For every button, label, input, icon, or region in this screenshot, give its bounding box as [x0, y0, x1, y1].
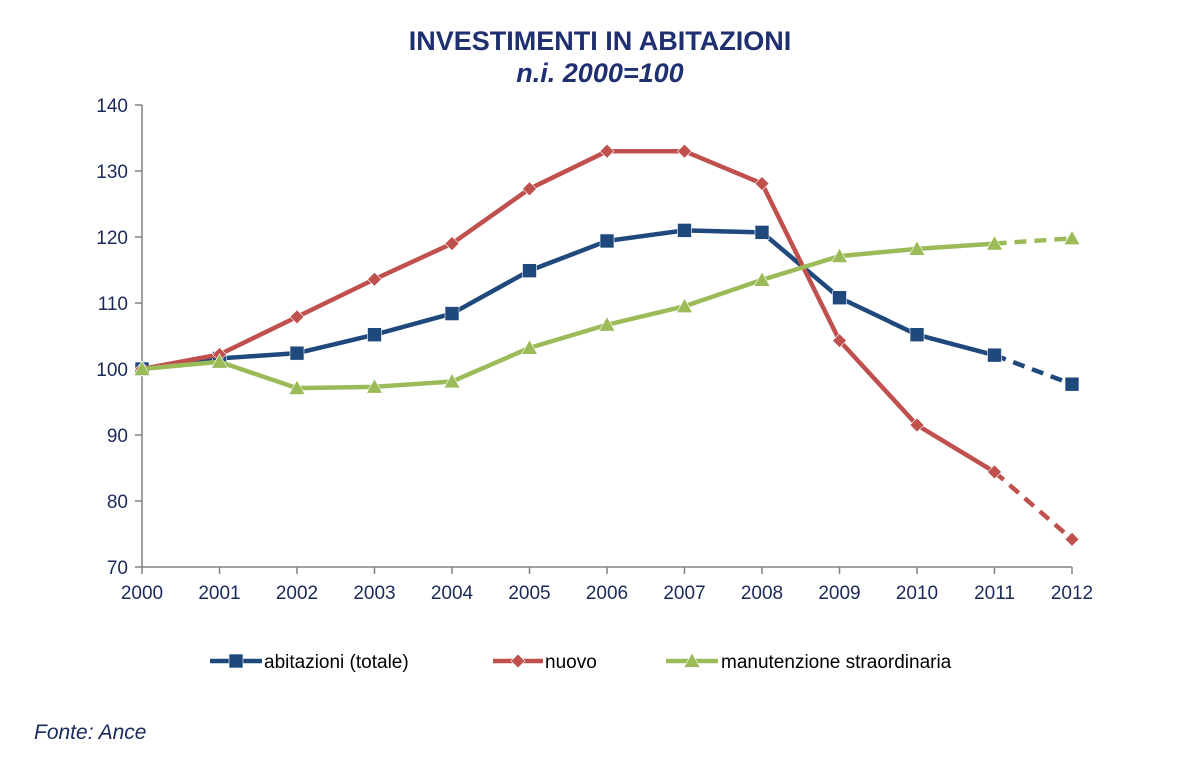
series-line-forecast [993, 353, 1073, 387]
legend-label: manutenzione straordinaria [721, 652, 952, 673]
x-tick-label: 2006 [586, 583, 628, 604]
data-point [909, 417, 925, 433]
series-nuovo [134, 143, 1080, 547]
source-note: Fonte: Ance [34, 721, 146, 744]
series-line-forecast [993, 470, 1074, 541]
data-point [598, 316, 616, 332]
data-point [289, 309, 305, 325]
x-tick-label: 2002 [276, 583, 318, 604]
data-point [677, 223, 692, 238]
series-line-forecast [994, 236, 1073, 246]
data-point [909, 327, 925, 342]
legend-item: manutenzione straordinaria [666, 652, 952, 673]
data-point [228, 653, 244, 669]
legend-item: abitazioni (totale) [210, 652, 409, 673]
x-tick-label: 2004 [431, 583, 474, 604]
y-tick-label: 90 [107, 426, 128, 447]
data-point [987, 464, 1002, 480]
legend-item: nuovo [493, 652, 597, 673]
legend: abitazioni (totale) nuovo manutenzione str… [210, 652, 952, 673]
series-line [139, 228, 997, 372]
data-point [365, 378, 384, 394]
y-tick-label: 120 [96, 228, 128, 249]
x-tick-label: 2010 [896, 583, 938, 604]
data-point [830, 247, 849, 263]
data-point [1064, 531, 1080, 547]
data-point [599, 143, 615, 159]
chart-title: INVESTIMENTI IN ABITAZIONI [409, 26, 792, 56]
axes [141, 105, 1072, 568]
data-point [444, 306, 460, 321]
data-point [522, 181, 537, 197]
data-point [367, 271, 382, 287]
x-tick-label: 2008 [741, 583, 783, 604]
y-tick-label: 70 [107, 558, 128, 579]
series-group [133, 143, 1081, 547]
data-point [520, 339, 539, 355]
data-point [832, 290, 847, 306]
y-tick-label: 110 [98, 294, 128, 315]
data-point [444, 236, 460, 252]
x-tick-label: 2011 [974, 583, 1015, 604]
data-point [1063, 229, 1081, 246]
x-axis-ticks: 2000 2001 2002 2003 2004 2005 2006 2007 2008 2009… [121, 567, 1093, 604]
y-tick-label: 80 [107, 492, 128, 513]
chart-subtitle: n.i. 2000=100 [516, 58, 683, 88]
data-point [522, 263, 537, 278]
y-axis-ticks: 70 80 90 100 110 120 130 140 [96, 96, 142, 579]
y-tick-label: 140 [96, 96, 128, 117]
y-tick-label: 100 [96, 360, 128, 381]
x-tick-label: 2003 [353, 583, 395, 604]
data-point [753, 271, 771, 287]
data-point [832, 333, 847, 349]
data-point [133, 360, 151, 376]
data-point [210, 353, 229, 369]
legend-label: nuovo [545, 652, 597, 673]
x-tick-label: 2007 [663, 583, 705, 604]
data-point [289, 345, 305, 361]
data-point [677, 143, 692, 159]
data-point [754, 225, 770, 240]
data-point [1064, 376, 1080, 392]
y-tick-label: 130 [96, 162, 128, 183]
data-point [288, 379, 306, 395]
data-point [599, 233, 615, 249]
data-point [510, 653, 526, 669]
data-point [367, 327, 382, 342]
legend-label: abitazioni (totale) [264, 652, 409, 673]
data-point [683, 652, 701, 668]
series-manutenzione-straordinaria [133, 229, 1081, 395]
data-point [985, 234, 1004, 251]
x-tick-label: 2005 [508, 583, 550, 604]
data-point [908, 240, 926, 256]
x-tick-label: 2001 [198, 583, 240, 604]
data-point [754, 176, 770, 191]
data-point [987, 347, 1002, 363]
data-point [443, 372, 461, 389]
series-line [139, 241, 997, 391]
x-tick-label: 2000 [121, 583, 163, 604]
x-tick-label: 2009 [818, 583, 860, 604]
data-point [675, 297, 694, 313]
x-tick-label: 2012 [1051, 583, 1093, 604]
series-line [139, 148, 997, 475]
